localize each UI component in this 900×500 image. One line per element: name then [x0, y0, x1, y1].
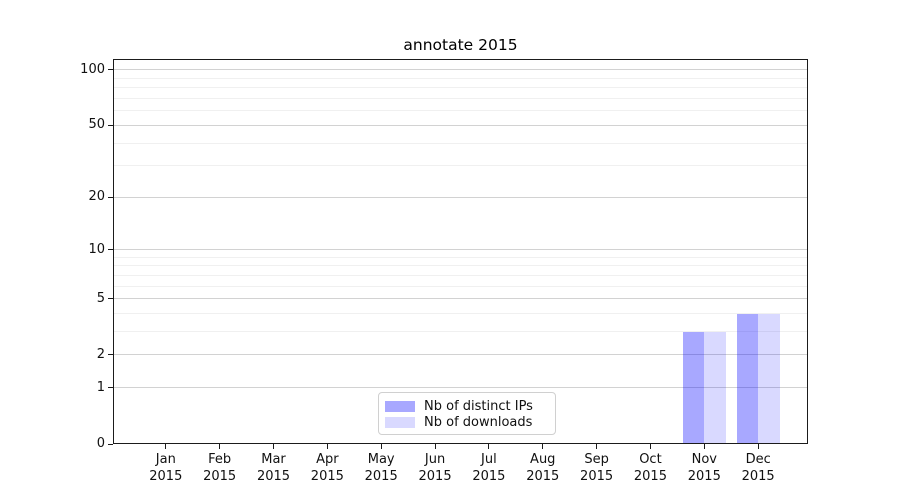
gridline-minor	[114, 331, 807, 333]
x-tick-year: 2015	[203, 469, 237, 484]
y-tick-label: 10	[88, 241, 105, 257]
x-tick-label: Mar 2015	[242, 451, 306, 485]
gridline-minor	[114, 274, 807, 276]
y-tick	[108, 387, 113, 389]
x-tick-label: Oct 2015	[618, 451, 682, 485]
x-tick-month: Apr	[316, 452, 339, 467]
chart-title: annotate 2015	[403, 36, 518, 54]
x-tick-label: Aug 2015	[511, 451, 575, 485]
x-tick-month: Sep	[584, 452, 609, 467]
x-tick	[757, 444, 759, 449]
x-tick	[649, 444, 651, 449]
gridline-minor	[114, 285, 807, 287]
legend-item-label: Nb of downloads	[424, 414, 533, 430]
bar-nb-of-downloads	[758, 313, 780, 444]
x-tick-label: Jun 2015	[403, 451, 467, 485]
x-tick-label: Jul 2015	[457, 451, 521, 485]
y-tick-label: 20	[88, 189, 105, 205]
y-tick-label: 0	[96, 436, 105, 451]
gridline-minor	[114, 142, 807, 144]
x-tick	[326, 444, 328, 449]
x-tick-label: Dec 2015	[726, 451, 790, 485]
y-tick-label: 100	[80, 61, 105, 77]
x-tick	[434, 444, 436, 449]
y-tick-label: 5	[96, 290, 105, 306]
x-tick-label: Jan 2015	[134, 451, 198, 485]
y-tick-label: 1	[96, 379, 105, 395]
legend-swatch	[385, 416, 415, 428]
legend: Nb of distinct IPs Nb of downloads	[378, 392, 556, 435]
x-tick-year: 2015	[310, 469, 344, 484]
x-tick	[165, 444, 167, 449]
x-tick-label: May 2015	[349, 451, 413, 485]
x-tick-year: 2015	[580, 469, 614, 484]
x-tick-year: 2015	[741, 469, 775, 484]
x-tick	[596, 444, 598, 449]
x-tick-month: Jul	[481, 452, 497, 467]
x-tick	[542, 444, 544, 449]
x-tick	[219, 444, 221, 449]
gridline-major	[114, 124, 807, 126]
x-tick-label: Sep 2015	[565, 451, 629, 485]
gridline-major	[114, 69, 807, 71]
x-tick-month: Nov	[691, 452, 717, 467]
y-tick	[108, 298, 113, 300]
bar-nb-of-distinct-ips	[736, 313, 759, 444]
x-tick	[488, 444, 490, 449]
y-tick	[108, 196, 113, 198]
x-tick-label: Apr 2015	[295, 451, 359, 485]
x-tick-year: 2015	[149, 469, 183, 484]
x-tick-month: Feb	[208, 452, 232, 467]
x-tick-month: Mar	[261, 452, 286, 467]
gridline-minor	[114, 313, 807, 315]
y-tick	[108, 249, 113, 251]
gridline-minor	[114, 256, 807, 258]
x-tick-year: 2015	[364, 469, 398, 484]
gridline-minor	[114, 265, 807, 267]
gridline-major	[114, 387, 807, 389]
x-tick-month: Dec	[745, 452, 771, 467]
bar-nb-of-distinct-ips	[682, 331, 705, 444]
gridline-major	[114, 354, 807, 356]
gridline-minor	[114, 165, 807, 167]
x-tick-year: 2015	[687, 469, 721, 484]
gridline-minor	[114, 87, 807, 89]
x-tick-year: 2015	[418, 469, 452, 484]
x-tick-year: 2015	[526, 469, 560, 484]
bar-nb-of-downloads	[704, 331, 726, 444]
x-tick-month: Aug	[530, 452, 556, 467]
legend-swatch	[385, 400, 415, 412]
y-tick	[108, 124, 113, 126]
y-tick-label: 50	[88, 117, 105, 133]
x-tick-year: 2015	[472, 469, 506, 484]
x-tick	[703, 444, 705, 449]
legend-row: Nb of distinct IPs	[385, 398, 547, 414]
y-tick-label: 2	[96, 346, 105, 362]
x-tick-year: 2015	[633, 469, 667, 484]
y-tick	[108, 443, 113, 445]
x-tick-month: Oct	[639, 452, 662, 467]
x-tick	[380, 444, 382, 449]
x-tick-month: May	[367, 452, 395, 467]
legend-row: Nb of downloads	[385, 414, 547, 430]
gridline-major	[114, 249, 807, 251]
x-tick-label: Feb 2015	[188, 451, 252, 485]
y-tick	[108, 69, 113, 71]
x-tick-month: Jan	[155, 452, 176, 467]
x-tick-month: Jun	[424, 452, 446, 467]
gridline-minor	[114, 77, 807, 79]
gridline-minor	[114, 98, 807, 100]
gridline-minor	[114, 110, 807, 112]
y-tick	[108, 354, 113, 356]
x-tick-label: Nov 2015	[672, 451, 736, 485]
x-tick	[273, 444, 274, 449]
x-tick-year: 2015	[256, 469, 291, 484]
gridline-major	[114, 196, 807, 198]
gridline-major	[114, 298, 807, 300]
legend-item-label: Nb of distinct IPs	[424, 398, 533, 414]
